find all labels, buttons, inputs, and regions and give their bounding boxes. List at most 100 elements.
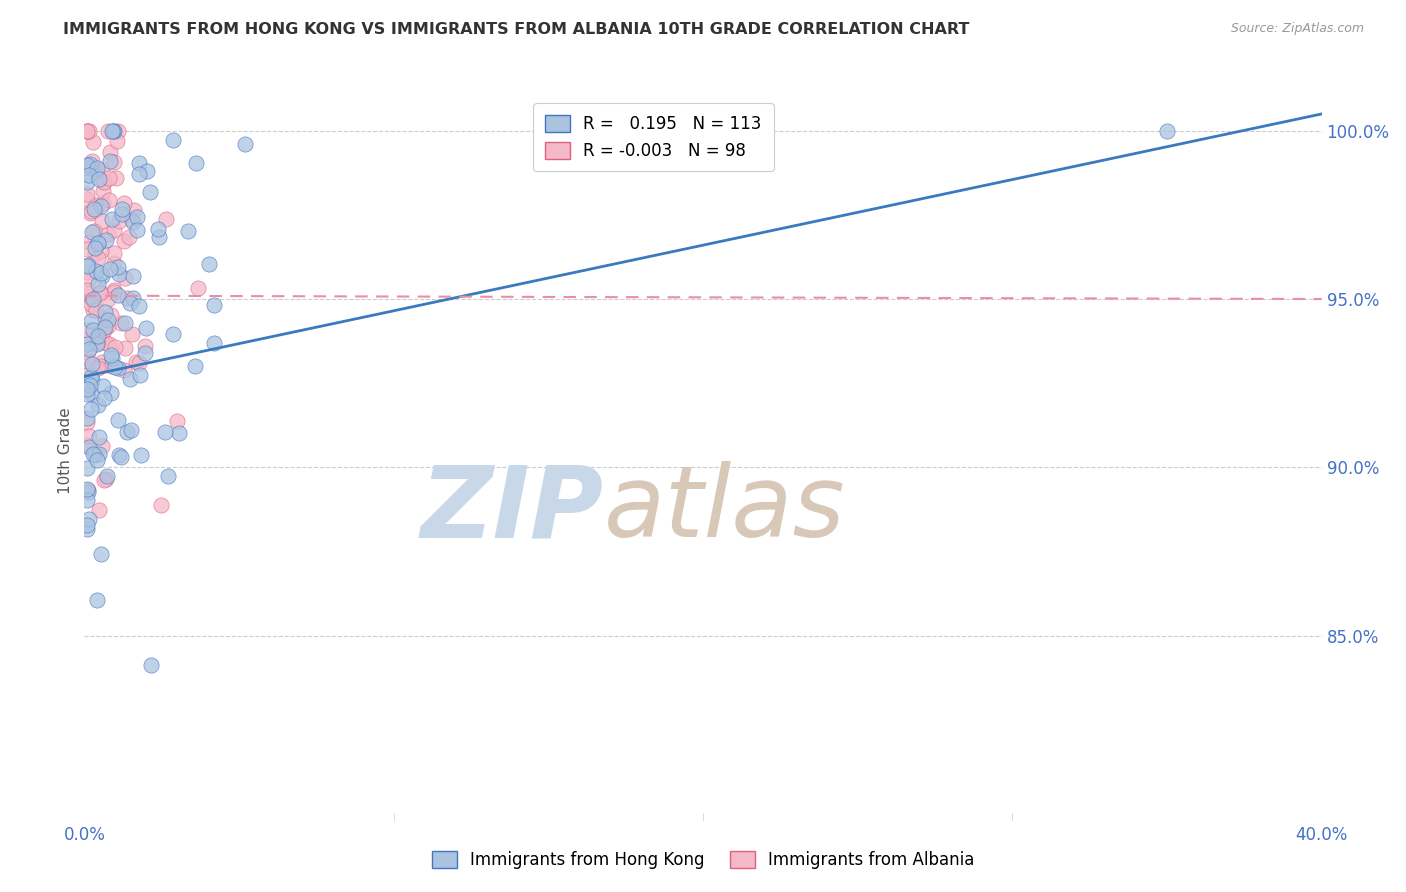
Point <box>77 271 100 285</box>
Point <box>76 193 98 207</box>
Point <box>103 124 125 138</box>
Point <box>90 548 112 562</box>
Point <box>80 373 103 387</box>
Point <box>76 259 98 273</box>
Point <box>125 354 148 368</box>
Point <box>104 340 127 354</box>
Point <box>76 377 98 392</box>
Point <box>87 503 110 517</box>
Point <box>76 415 98 429</box>
Point <box>98 170 121 185</box>
Point <box>1156 124 1178 138</box>
Point <box>76 376 98 391</box>
Point <box>103 155 125 169</box>
Point <box>97 194 120 208</box>
Point <box>98 337 121 351</box>
Point <box>96 336 118 351</box>
Point <box>89 430 111 444</box>
Point <box>77 512 100 526</box>
Point <box>198 257 221 271</box>
Point <box>93 175 115 189</box>
Point <box>107 413 129 427</box>
Point <box>139 657 162 672</box>
Point <box>90 327 112 342</box>
Point <box>76 363 98 377</box>
Point <box>77 428 100 442</box>
Point <box>76 258 98 272</box>
Point <box>76 283 98 297</box>
Point <box>76 522 98 536</box>
Point <box>93 391 115 405</box>
Point <box>86 335 108 350</box>
Point <box>121 326 143 341</box>
Point <box>86 337 108 351</box>
Point <box>80 402 103 417</box>
Point <box>87 277 110 291</box>
Point <box>115 291 138 305</box>
Point <box>80 387 103 401</box>
Point <box>91 196 114 211</box>
Point <box>100 348 122 362</box>
Point <box>108 449 131 463</box>
Point <box>76 387 98 401</box>
Point <box>98 145 121 160</box>
Point <box>167 426 190 441</box>
Point <box>121 213 143 227</box>
Point <box>97 124 120 138</box>
Point <box>76 333 98 347</box>
Point <box>87 235 110 250</box>
Point <box>79 161 101 176</box>
Point <box>86 453 108 467</box>
Point <box>89 359 111 374</box>
Point <box>111 207 134 221</box>
Point <box>177 224 200 238</box>
Point <box>125 223 148 237</box>
Point <box>82 357 104 371</box>
Point <box>79 157 101 171</box>
Text: Source: ZipAtlas.com: Source: ZipAtlas.com <box>1230 22 1364 36</box>
Point <box>87 172 110 186</box>
Point <box>146 222 169 236</box>
Point <box>107 134 129 148</box>
Point <box>120 372 142 386</box>
Point <box>82 293 104 307</box>
Point <box>76 461 98 475</box>
Point <box>122 269 145 284</box>
Point <box>90 199 112 213</box>
Point <box>87 360 110 375</box>
Point <box>100 385 122 400</box>
Point <box>94 312 117 326</box>
Point <box>76 124 98 138</box>
Point <box>100 359 122 373</box>
Point <box>162 133 184 147</box>
Point <box>86 161 108 175</box>
Point <box>131 448 153 462</box>
Point <box>76 353 98 368</box>
Text: IMMIGRANTS FROM HONG KONG VS IMMIGRANTS FROM ALBANIA 10TH GRADE CORRELATION CHAR: IMMIGRANTS FROM HONG KONG VS IMMIGRANTS … <box>63 22 970 37</box>
Point <box>82 323 104 337</box>
Point <box>103 283 125 297</box>
Point <box>84 303 107 318</box>
Point <box>107 361 129 376</box>
Point <box>76 187 98 202</box>
Point <box>80 203 103 218</box>
Point <box>101 351 124 366</box>
Text: atlas: atlas <box>605 461 845 558</box>
Point <box>94 304 117 318</box>
Point <box>79 378 101 392</box>
Point <box>139 185 162 199</box>
Point <box>150 499 173 513</box>
Point <box>76 438 98 452</box>
Point <box>91 378 114 392</box>
Point <box>89 285 111 299</box>
Point <box>120 423 142 437</box>
Point <box>91 162 114 177</box>
Point <box>128 356 150 370</box>
Point <box>76 175 98 189</box>
Point <box>202 297 225 311</box>
Point <box>122 291 145 305</box>
Point <box>91 185 114 199</box>
Point <box>91 355 114 369</box>
Point <box>166 414 188 428</box>
Point <box>135 320 157 334</box>
